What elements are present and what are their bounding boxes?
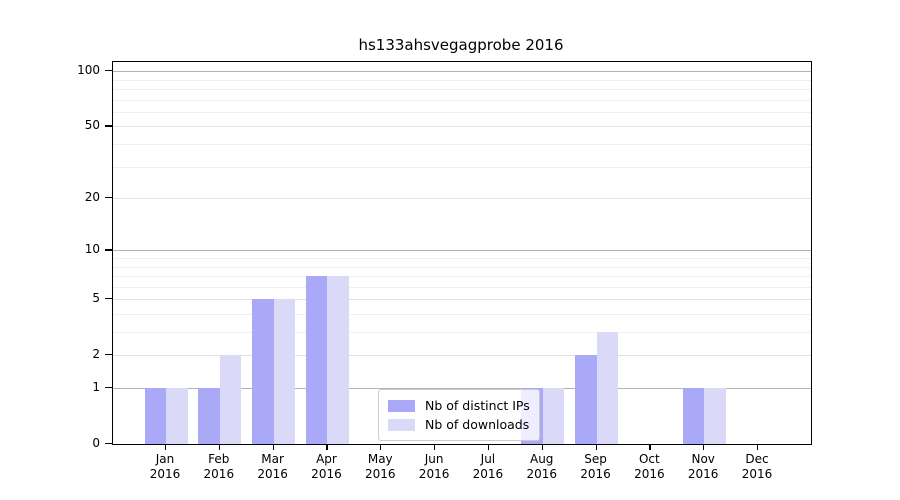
y-tick-mark <box>105 387 112 389</box>
x-tick-label: Apr 2016 <box>311 452 342 481</box>
y-tick-mark <box>105 249 112 251</box>
y-tick-label: 5 <box>92 291 100 306</box>
decade-gridline <box>113 250 811 252</box>
y-tick-label: 20 <box>84 190 100 205</box>
bar-nb-of-downloads-aug-2016 <box>542 388 565 444</box>
x-tick-mark <box>272 444 274 450</box>
x-tick-label: Feb 2016 <box>203 452 235 481</box>
major-gridline <box>113 126 811 128</box>
minor-gridline <box>113 99 811 101</box>
x-tick-label: Mar 2016 <box>257 452 288 481</box>
legend-item-downloads: Nb of downloads <box>388 415 530 434</box>
minor-gridline <box>113 166 811 168</box>
legend: Nb of distinct IPs Nb of downloads <box>378 389 540 441</box>
x-tick-mark <box>326 444 328 450</box>
y-tick-mark <box>105 70 112 72</box>
bar-nb-of-downloads-apr-2016 <box>327 276 349 444</box>
y-tick-mark <box>105 125 112 127</box>
x-tick-mark <box>434 444 436 450</box>
x-tick-mark <box>757 444 759 450</box>
x-tick-mark <box>595 444 597 450</box>
minor-gridline <box>113 144 811 146</box>
legend-item-distinct-ips: Nb of distinct IPs <box>388 396 530 415</box>
x-tick-label: Nov 2016 <box>687 452 719 481</box>
plot-area <box>112 61 812 445</box>
legend-label-downloads: Nb of downloads <box>425 417 530 432</box>
major-gridline <box>113 299 811 301</box>
y-tick-label: 10 <box>84 242 100 257</box>
decade-gridline <box>113 71 811 73</box>
bar-nb-of-downloads-jan-2016 <box>166 388 188 444</box>
bar-nb-of-distinct-ips-sep-2016 <box>575 355 597 444</box>
bar-nb-of-downloads-sep-2016 <box>596 332 619 444</box>
x-tick-label: Jun 2016 <box>418 452 450 481</box>
y-tick-label: 2 <box>92 347 100 362</box>
y-tick-mark <box>105 197 112 199</box>
x-tick-mark <box>703 444 705 450</box>
chart-title: hs133ahsvegagprobe 2016 <box>358 36 564 54</box>
bar-nb-of-distinct-ips-apr-2016 <box>305 276 328 444</box>
minor-gridline <box>113 286 811 288</box>
x-tick-mark <box>380 444 382 450</box>
x-tick-mark <box>218 444 220 450</box>
major-gridline <box>113 355 811 357</box>
x-tick-label: Jul 2016 <box>472 452 504 481</box>
y-tick-mark <box>105 443 112 445</box>
x-tick-mark <box>649 444 651 450</box>
x-tick-mark <box>165 444 167 450</box>
legend-swatch-distinct-ips <box>388 399 415 412</box>
bar-nb-of-distinct-ips-jan-2016 <box>144 388 166 444</box>
bar-nb-of-downloads-feb-2016 <box>219 355 242 444</box>
minor-gridline <box>113 332 811 334</box>
bar-nb-of-downloads-nov-2016 <box>704 388 726 444</box>
x-tick-label: Jan 2016 <box>149 452 181 481</box>
major-gridline <box>113 198 811 200</box>
x-tick-label: Aug 2016 <box>526 452 557 481</box>
bar-nb-of-distinct-ips-nov-2016 <box>682 388 705 444</box>
y-tick-label: 50 <box>84 118 100 133</box>
x-tick-label: May 2016 <box>364 452 396 481</box>
minor-gridline <box>113 266 811 268</box>
y-tick-label: 0 <box>92 436 100 450</box>
bar-nb-of-downloads-mar-2016 <box>273 299 296 444</box>
y-tick-mark <box>105 298 112 300</box>
minor-gridline <box>113 111 811 113</box>
x-tick-mark <box>487 444 490 450</box>
legend-label-distinct-ips: Nb of distinct IPs <box>425 398 530 413</box>
y-tick-label: 100 <box>77 63 100 78</box>
x-tick-label: Oct 2016 <box>634 452 665 481</box>
y-tick-label: 1 <box>92 380 100 394</box>
legend-swatch-downloads <box>388 418 415 431</box>
bar-nb-of-distinct-ips-feb-2016 <box>198 388 220 444</box>
x-tick-label: Dec 2016 <box>741 452 773 481</box>
bar-nb-of-distinct-ips-mar-2016 <box>252 299 274 444</box>
minor-gridline <box>113 89 811 91</box>
minor-gridline <box>113 276 811 278</box>
minor-gridline <box>113 79 811 81</box>
minor-gridline <box>113 314 811 315</box>
x-tick-label: Sep 2016 <box>580 452 611 481</box>
y-tick-mark <box>105 354 112 356</box>
x-tick-mark <box>541 444 543 450</box>
decade-gridline <box>113 388 811 389</box>
minor-gridline <box>113 258 811 260</box>
